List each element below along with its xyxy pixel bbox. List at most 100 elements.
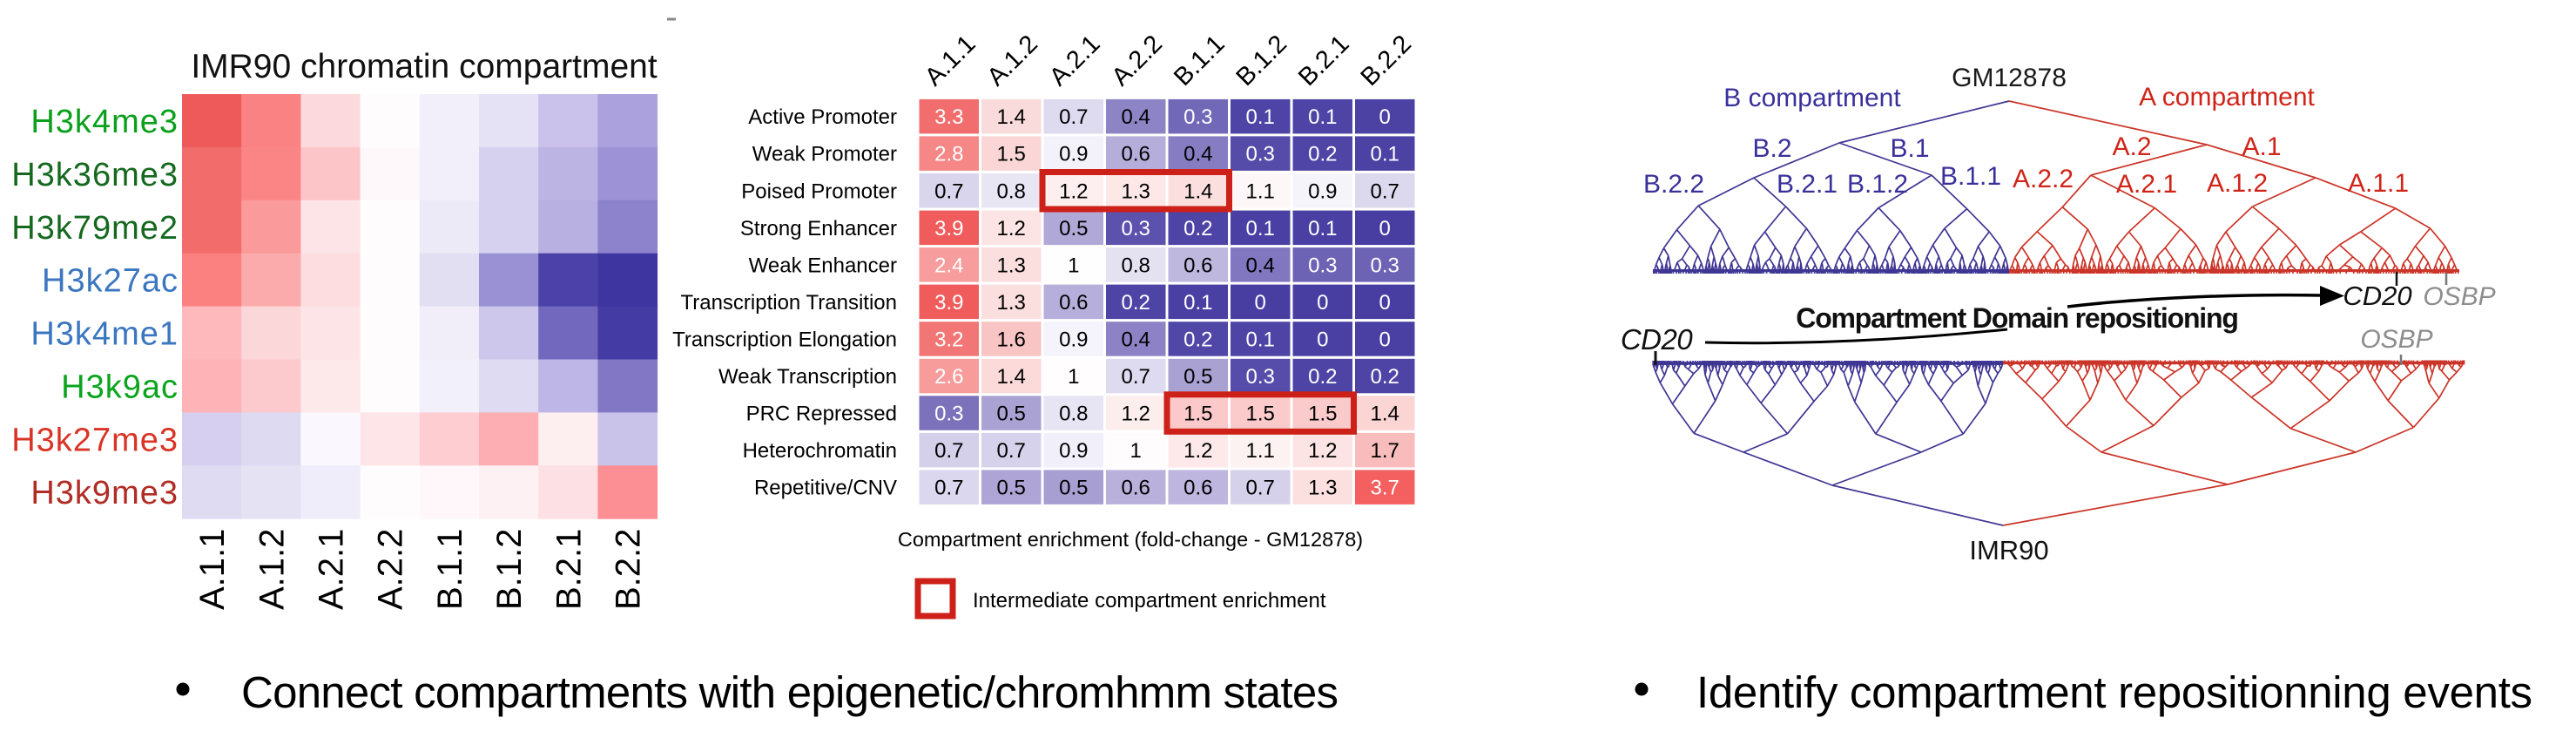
svg-text:0.3: 0.3 [1122, 217, 1150, 240]
svg-text:1: 1 [1130, 439, 1142, 463]
svg-text:H3k4me1: H3k4me1 [30, 316, 179, 353]
svg-text:0.3: 0.3 [1246, 365, 1275, 389]
svg-text:IMR90 chromatin compartment: IMR90 chromatin compartment [191, 48, 657, 85]
svg-text:1.2: 1.2 [1183, 439, 1212, 463]
svg-text:0.3: 0.3 [934, 403, 963, 426]
svg-text:1.3: 1.3 [1122, 179, 1150, 203]
svg-text:B.2.2: B.2.2 [1643, 170, 1704, 199]
svg-text:0: 0 [1379, 291, 1391, 315]
svg-text:H3k9me3: H3k9me3 [30, 475, 179, 511]
svg-text:0.2: 0.2 [1122, 291, 1150, 315]
svg-text:0.7: 0.7 [934, 477, 963, 500]
svg-text:1.1: 1.1 [1246, 439, 1275, 463]
svg-text:1.3: 1.3 [997, 254, 1026, 277]
svg-text:0: 0 [1317, 328, 1328, 352]
svg-text:Transcription Elongation: Transcription Elongation [672, 328, 897, 352]
svg-text:0.5: 0.5 [1059, 477, 1088, 500]
svg-text:H3k27ac: H3k27ac [42, 263, 179, 300]
svg-text:CD20: CD20 [1621, 323, 1694, 355]
svg-text:B.1.1: B.1.1 [1940, 162, 2001, 191]
svg-text:0.6: 0.6 [1122, 143, 1150, 166]
svg-text:GM12878: GM12878 [1952, 64, 2067, 92]
svg-text:1.4: 1.4 [1371, 403, 1399, 426]
svg-text:0.1: 0.1 [1246, 105, 1275, 129]
svg-text:0.7: 0.7 [997, 439, 1026, 463]
svg-text:0.6: 0.6 [1122, 477, 1150, 500]
svg-text:Connect compartments with epig: Connect compartments with epigenetic/chr… [241, 667, 1338, 717]
svg-text:0.1: 0.1 [1308, 105, 1337, 129]
svg-text:0.1: 0.1 [1371, 143, 1399, 166]
svg-text:0.2: 0.2 [1308, 143, 1337, 166]
svg-text:A compartment: A compartment [2139, 83, 2315, 112]
svg-text:H3k4me3: H3k4me3 [30, 104, 179, 140]
svg-text:OSBP: OSBP [2360, 325, 2432, 354]
svg-text:Weak Promoter: Weak Promoter [752, 143, 897, 166]
svg-text:3.9: 3.9 [934, 217, 963, 240]
svg-text:3.3: 3.3 [934, 105, 963, 129]
svg-text:Intermediate compartment enric: Intermediate compartment enrichment [973, 589, 1326, 613]
svg-text:A.2.1: A.2.1 [313, 529, 351, 610]
svg-text:1: 1 [1068, 365, 1079, 389]
svg-text:0.4: 0.4 [1183, 143, 1212, 166]
svg-text:CD20: CD20 [2343, 281, 2411, 311]
svg-text:0.9: 0.9 [1308, 179, 1337, 203]
svg-text:0.7: 0.7 [934, 439, 963, 463]
svg-text:1.3: 1.3 [1308, 477, 1337, 500]
svg-text:Heterochromatin: Heterochromatin [743, 439, 897, 463]
svg-text:Poised Promoter: Poised Promoter [741, 179, 897, 203]
svg-text:0.9: 0.9 [1059, 143, 1088, 166]
svg-text:1.4: 1.4 [997, 105, 1026, 129]
svg-text:A.2.2: A.2.2 [372, 529, 410, 610]
svg-text:3.9: 3.9 [934, 291, 963, 315]
svg-text:1.7: 1.7 [1371, 439, 1399, 463]
svg-text:0.1: 0.1 [1308, 217, 1337, 240]
svg-text:0.5: 0.5 [997, 477, 1026, 500]
svg-text:0.9: 0.9 [1059, 328, 1088, 352]
svg-text:0.3: 0.3 [1371, 254, 1399, 277]
svg-text:1.5: 1.5 [1308, 403, 1337, 426]
svg-text:A.2: A.2 [2112, 132, 2151, 161]
svg-text:1.6: 1.6 [997, 328, 1026, 352]
svg-text:B.1.2: B.1.2 [1847, 170, 1908, 199]
svg-text:0.3: 0.3 [1183, 105, 1212, 129]
svg-text:0: 0 [1379, 105, 1391, 129]
svg-text:0.7: 0.7 [1371, 179, 1399, 203]
svg-text:A.1.2: A.1.2 [2207, 169, 2268, 198]
svg-text:A.1.1: A.1.1 [2348, 169, 2409, 198]
svg-text:Identify compartment repositio: Identify compartment repositionning even… [1696, 667, 2532, 717]
svg-text:2.8: 2.8 [934, 143, 963, 166]
svg-text:1: 1 [1068, 254, 1079, 277]
svg-text:1.5: 1.5 [1246, 403, 1275, 426]
svg-text:B compartment: B compartment [1723, 84, 1901, 112]
svg-text:Active Promoter: Active Promoter [748, 105, 897, 129]
svg-text:0.8: 0.8 [1122, 254, 1150, 277]
svg-text:B.1.1: B.1.1 [431, 529, 469, 610]
svg-text:0.2: 0.2 [1183, 217, 1212, 240]
svg-text:B.2: B.2 [1752, 134, 1791, 163]
svg-text:2.6: 2.6 [934, 365, 963, 389]
svg-text:1.5: 1.5 [997, 143, 1026, 166]
svg-text:1.2: 1.2 [1308, 439, 1337, 463]
svg-text:0.7: 0.7 [1122, 365, 1150, 389]
svg-text:PRC Repressed: PRC Repressed [746, 403, 897, 426]
svg-text:IMR90: IMR90 [1969, 535, 2048, 565]
svg-text:0.4: 0.4 [1122, 105, 1150, 129]
svg-text:0.7: 0.7 [1059, 105, 1088, 129]
svg-text:0: 0 [1379, 217, 1391, 240]
svg-text:0.1: 0.1 [1246, 217, 1275, 240]
svg-text:1.2: 1.2 [1122, 403, 1150, 426]
svg-text:1.5: 1.5 [1183, 403, 1212, 426]
svg-text:0.5: 0.5 [997, 403, 1026, 426]
svg-text:0.4: 0.4 [1122, 328, 1150, 352]
svg-text:0.6: 0.6 [1059, 291, 1088, 315]
svg-text:Strong Enhancer: Strong Enhancer [740, 217, 897, 240]
svg-text:3.7: 3.7 [1371, 477, 1399, 500]
svg-text:1.2: 1.2 [1059, 179, 1088, 203]
svg-text:3.2: 3.2 [934, 328, 963, 352]
svg-text:B.2.1: B.2.1 [1777, 170, 1838, 199]
svg-text:0.1: 0.1 [1183, 291, 1212, 315]
svg-text:H3k79me2: H3k79me2 [11, 210, 179, 247]
svg-text:0: 0 [1379, 328, 1391, 352]
svg-text:0.5: 0.5 [1059, 217, 1088, 240]
svg-text:1.3: 1.3 [997, 291, 1026, 315]
